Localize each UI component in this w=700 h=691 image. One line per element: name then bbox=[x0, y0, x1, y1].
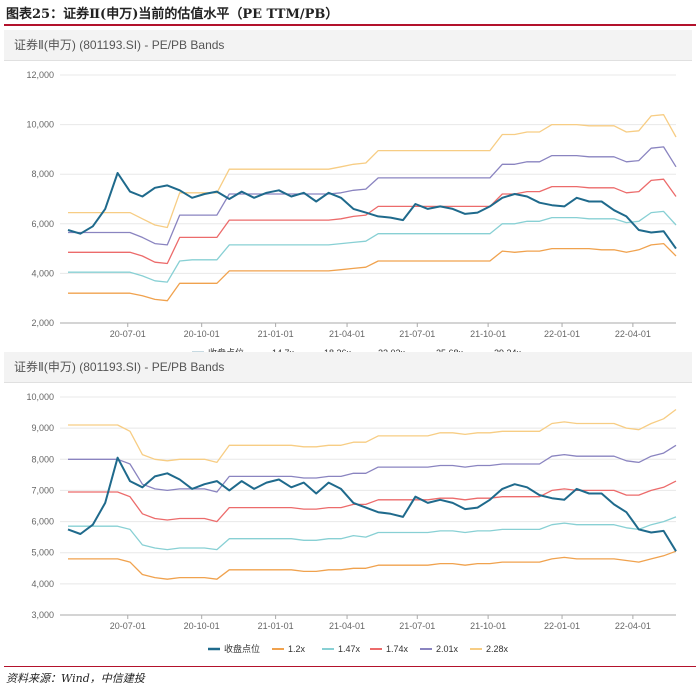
x-tick-label: 21-07-01 bbox=[399, 621, 435, 631]
panel-title: 证券Ⅱ(申万) (801193.SI) - PE/PB Bands bbox=[4, 352, 692, 383]
x-tick-label: 21-10-01 bbox=[470, 621, 506, 631]
series-line-201x bbox=[68, 444, 677, 493]
legend-label: 收盘点位 bbox=[224, 643, 260, 654]
x-tick-label: 22-04-01 bbox=[615, 621, 651, 631]
chart-panel-pe: 证券Ⅱ(申万) (801193.SI) - PE/PB Bands 2,000 4… bbox=[4, 30, 692, 371]
y-tick-label: 8,000 bbox=[31, 454, 54, 464]
x-tick-label: 22-04-01 bbox=[615, 329, 651, 339]
y-tick-label: 9,000 bbox=[31, 423, 54, 433]
y-tick-label: 4,000 bbox=[31, 268, 54, 278]
series-line-2934x bbox=[68, 114, 677, 229]
title-rule bbox=[4, 24, 696, 26]
panel-title: 证券Ⅱ(申万) (801193.SI) - PE/PB Bands bbox=[4, 30, 692, 61]
y-tick-label: 2,000 bbox=[31, 318, 54, 328]
y-tick-label: 8,000 bbox=[31, 169, 54, 179]
pe-band-chart: 2,000 4,000 6,000 8,000 10,000 12,000 20-07-01… bbox=[26, 70, 677, 358]
legend-label: 2.01x bbox=[436, 644, 459, 654]
y-tick-label: 10,000 bbox=[26, 392, 54, 402]
y-tick-label: 3,000 bbox=[31, 610, 54, 620]
y-tick-label: 5,000 bbox=[31, 548, 54, 558]
x-tick-label: 20-10-01 bbox=[184, 329, 220, 339]
legend-label: 2.28x bbox=[486, 644, 509, 654]
pb-band-chart: 3,000 4,000 5,000 6,000 7,000 8,000 9,000 10,00… bbox=[26, 392, 677, 654]
x-tick-label: 21-10-01 bbox=[470, 329, 506, 339]
x-tick-label: 20-07-01 bbox=[110, 329, 146, 339]
x-tick-label: 21-04-01 bbox=[329, 621, 365, 631]
y-tick-label: 7,000 bbox=[31, 485, 54, 495]
x-tick-label: 21-07-01 bbox=[399, 329, 435, 339]
x-tick-label: 22-01-01 bbox=[544, 621, 580, 631]
chart-panel-pb: 证券Ⅱ(申万) (801193.SI) - PE/PB Bands 3,000 4… bbox=[4, 352, 692, 691]
x-tick-label: 20-10-01 bbox=[184, 621, 220, 631]
series-line-close bbox=[67, 456, 677, 552]
series-line-174x bbox=[68, 480, 677, 523]
y-tick-label: 4,000 bbox=[31, 579, 54, 589]
series-line-147x bbox=[68, 516, 677, 551]
series-line-2202x bbox=[68, 178, 677, 265]
series-line-12x bbox=[68, 550, 677, 580]
y-tick-label: 6,000 bbox=[31, 219, 54, 229]
legend-label: 1.47x bbox=[338, 644, 361, 654]
series-line-228x bbox=[68, 408, 677, 464]
x-tick-label: 21-01-01 bbox=[258, 329, 294, 339]
series-line-147x bbox=[68, 242, 677, 302]
series-line-close bbox=[67, 172, 677, 250]
series-line-2568x bbox=[68, 146, 677, 246]
source-rule bbox=[4, 666, 696, 667]
legend-label: 1.2x bbox=[288, 644, 306, 654]
source-note: 资料来源：Wind，中信建投 bbox=[6, 672, 145, 685]
x-tick-label: 22-01-01 bbox=[544, 329, 580, 339]
x-tick-label: 20-07-01 bbox=[110, 621, 146, 631]
y-tick-label: 12,000 bbox=[26, 70, 54, 80]
series-line-1836x bbox=[68, 210, 677, 283]
y-tick-label: 6,000 bbox=[31, 517, 54, 527]
x-tick-label: 21-04-01 bbox=[329, 329, 365, 339]
y-tick-label: 10,000 bbox=[26, 120, 54, 130]
figure-title: 图表25：证券Ⅱ(申万)当前的估值水平（PE TTM/PB） bbox=[6, 7, 339, 22]
x-tick-label: 21-01-01 bbox=[258, 621, 294, 631]
legend-label: 1.74x bbox=[386, 644, 409, 654]
